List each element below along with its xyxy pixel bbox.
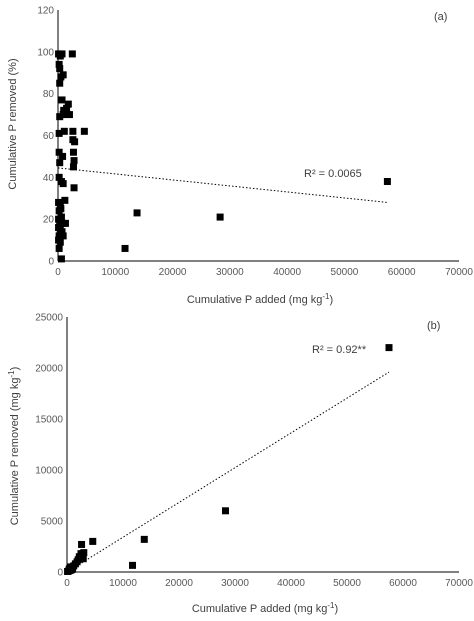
- panel-b-y-tick-label: 25000: [35, 313, 63, 324]
- panel-b-x-tick-label: 50000: [333, 578, 361, 589]
- panel-b-x-tick-label: 70000: [445, 578, 473, 589]
- panel-a-data-point: [55, 129, 63, 137]
- panel-b-x-tick-label: 10000: [109, 578, 137, 589]
- panel-b-trendline: [66, 371, 390, 573]
- panel-b-data-point: [221, 507, 229, 515]
- panel-a-label: (a): [434, 11, 447, 23]
- panel-a-data-point: [60, 127, 68, 135]
- panel-b-data-point: [78, 540, 86, 548]
- panel-b-y-axis-label: Cumulative P removed (mg kg-1): [7, 367, 21, 526]
- panel-a-y-tick-label: 80: [43, 89, 55, 100]
- panel-a-data-point: [61, 219, 69, 227]
- panel-b-data-point: [140, 535, 148, 543]
- panel-a-y-tick-label: 20: [43, 215, 55, 226]
- panel-a-x-tick-label: 50000: [331, 267, 359, 278]
- panel-a-data-point: [59, 111, 67, 119]
- panel-a-data-point: [58, 228, 66, 236]
- panel-b-y-tick-label: 0: [57, 568, 63, 579]
- panel-a-x-tick-label: 30000: [216, 267, 244, 278]
- panel-a-data-point: [69, 163, 77, 171]
- panel-a-data-point: [63, 104, 71, 112]
- panel-b-x-tick-label: 40000: [277, 578, 305, 589]
- panel-b-label: (b): [427, 320, 440, 332]
- panel-a-data-point: [133, 209, 141, 217]
- panel-a-data-point: [59, 71, 67, 79]
- panel-a-x-tick-label: 10000: [101, 267, 129, 278]
- panel-a-x-tick-label: 0: [55, 267, 61, 278]
- panel-b-y-tick-label: 20000: [35, 364, 63, 375]
- panel-b-data-point: [385, 344, 393, 352]
- panel-a-y-tick-label: 100: [37, 47, 54, 58]
- panel-a-y-axis-label: Cumulative P removed (%): [7, 58, 19, 189]
- panel-a-data-point: [57, 255, 65, 263]
- panel-a-r-squared-annotation: R² = 0.0065: [304, 168, 362, 180]
- panel-a-data-point: [121, 244, 129, 252]
- panel-a-trendline: [57, 167, 388, 203]
- panel-a-data-point: [70, 184, 78, 192]
- panel-a-data-point: [58, 50, 66, 58]
- panel-a-data-point: [56, 159, 64, 167]
- panel-a-data-point: [57, 205, 65, 213]
- panel-a-y-tick-label: 40: [43, 173, 55, 184]
- panel-b-x-axis-label: Cumulative P added (mg kg-1): [192, 601, 338, 615]
- panel-a-data-point: [69, 148, 77, 156]
- panel-b-data-point: [79, 555, 87, 563]
- panel-b-x-tick-label: 60000: [389, 578, 417, 589]
- panel-a-data-point: [55, 244, 63, 252]
- panel-a-data-point: [55, 173, 63, 181]
- panel-b-data-point: [129, 561, 137, 569]
- panel-a-data-point: [71, 138, 79, 146]
- panel-b-y-tick-label: 5000: [41, 517, 64, 528]
- panel-b-y-tick-label: 10000: [35, 466, 63, 477]
- panel-a-data-point: [69, 127, 77, 135]
- panel-a-data-point: [56, 79, 64, 87]
- panel-a-data-point: [216, 213, 224, 221]
- panel-a-data-point: [55, 198, 63, 206]
- panel-a-data-point: [55, 60, 63, 68]
- panel-a-x-tick-label: 70000: [445, 267, 473, 278]
- panel-a-data-point: [55, 232, 63, 240]
- panel-a-data-point: [64, 100, 72, 108]
- panel-a-y-tick-label: 0: [48, 257, 54, 268]
- panel-b-scatter-chart: (b) Cumulative P removed (mg kg-1) Cumul…: [7, 313, 473, 616]
- panel-a-scatter-chart: (a) Cumulative P removed (%) Cumulative …: [7, 6, 473, 307]
- panel-b-x-tick-label: 0: [64, 578, 70, 589]
- panel-a-data-point: [80, 127, 88, 135]
- panel-b-x-tick-label: 20000: [165, 578, 193, 589]
- panel-b-data-point: [80, 549, 88, 557]
- panel-a-y-tick-label: 120: [37, 6, 54, 17]
- panel-a-data-point: [56, 238, 64, 246]
- panel-b-data-point: [89, 537, 97, 545]
- panel-a-data-point: [68, 50, 76, 58]
- panel-a-data-point: [55, 148, 63, 156]
- panel-a-x-tick-label: 40000: [273, 267, 301, 278]
- panel-a-data-point: [61, 196, 69, 204]
- panel-a-data-point: [59, 152, 67, 160]
- panel-b-x-tick-label: 30000: [221, 578, 249, 589]
- panel-a-x-tick-label: 60000: [388, 267, 416, 278]
- panel-a-data-point: [59, 180, 67, 188]
- panel-a-x-tick-label: 20000: [159, 267, 187, 278]
- panel-a-data-point: [70, 157, 78, 165]
- panel-a-data-point: [56, 65, 64, 73]
- panel-a-y-tick-label: 60: [43, 131, 55, 142]
- panel-a-data-point: [58, 96, 66, 104]
- panel-b-r-squared-annotation: R² = 0.92**: [312, 344, 367, 356]
- panel-a-data-point: [383, 178, 391, 186]
- panel-a-data-point: [59, 232, 67, 240]
- panel-b-y-tick-label: 15000: [35, 415, 63, 426]
- panel-a-x-axis-label: Cumulative P added (mg kg-1): [187, 292, 333, 306]
- panel-a-data-point: [65, 111, 73, 119]
